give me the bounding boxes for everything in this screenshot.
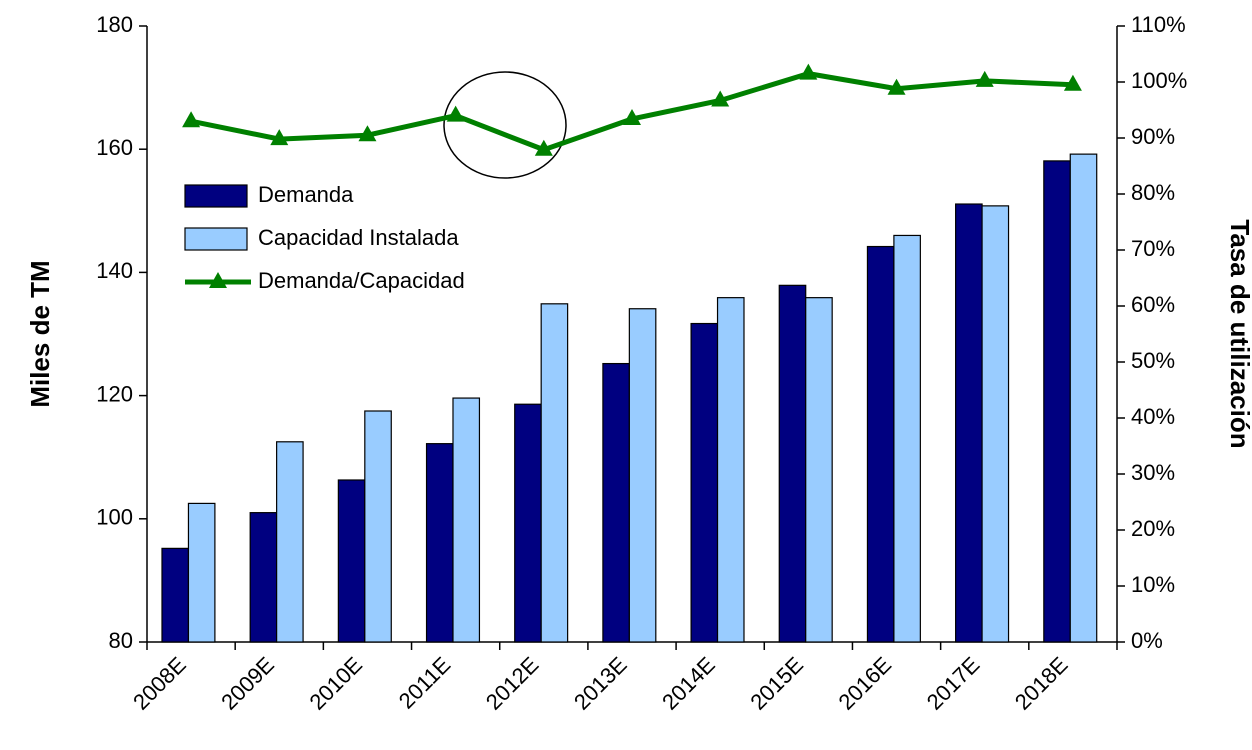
x-tick-label: 2012E: [481, 652, 544, 715]
line-marker: [270, 129, 289, 146]
bar: [981, 205, 1010, 643]
x-tick-label: 2013E: [569, 652, 632, 715]
bar: [866, 245, 895, 643]
bar: [337, 479, 366, 643]
line-marker: [887, 78, 906, 95]
annotation-circle: [443, 71, 567, 179]
x-tick-label: 2014E: [657, 652, 720, 715]
legend-label: Demanda/Capacidad: [258, 268, 465, 293]
x-tick-label: 2009E: [216, 652, 279, 715]
y2-axis-title: Tasa de utilización: [1225, 219, 1252, 448]
bar: [955, 203, 983, 643]
x-tick-label: 2008E: [128, 652, 191, 715]
y2-tick-label: 110%: [1131, 12, 1186, 37]
y2-tick-label: 10%: [1131, 572, 1175, 597]
legend-label: Demanda: [258, 182, 354, 207]
bar: [778, 284, 807, 643]
bar: [893, 234, 921, 643]
y-tick-label: 140: [96, 258, 133, 283]
y2-tick-label: 60%: [1131, 292, 1175, 317]
y-axis-title: Miles de TM: [25, 260, 55, 407]
y2-tick-label: 0%: [1131, 628, 1163, 653]
line-marker: [1063, 74, 1082, 91]
y2-tick-label: 30%: [1131, 460, 1175, 485]
y2-tick-label: 50%: [1131, 348, 1175, 373]
line-marker: [799, 63, 818, 80]
bar: [690, 322, 719, 643]
line-marker: [182, 111, 201, 128]
legend-marker: [209, 272, 227, 288]
y2-tick-label: 80%: [1131, 180, 1175, 205]
bar: [187, 502, 216, 643]
legend-label: Capacidad Instalada: [258, 225, 459, 250]
y2-tick-label: 100%: [1131, 68, 1187, 93]
bar: [514, 403, 542, 643]
bar: [364, 410, 392, 643]
line-marker: [446, 105, 465, 122]
y-tick-label: 120: [96, 381, 133, 406]
x-tick-label: 2016E: [834, 652, 897, 715]
bar: [716, 297, 745, 643]
bar: [540, 303, 569, 643]
x-tick-label: 2015E: [745, 652, 808, 715]
y-tick-label: 80: [109, 628, 133, 653]
y2-tick-label: 90%: [1131, 124, 1175, 149]
legend-swatch: [184, 184, 248, 208]
bar: [425, 443, 454, 643]
y-tick-label: 180: [96, 12, 133, 37]
legend-swatch: [184, 227, 248, 251]
line-marker: [534, 139, 553, 156]
bar: [1043, 160, 1071, 643]
x-tick-label: 2017E: [922, 652, 985, 715]
bar: [628, 308, 657, 643]
bar: [805, 297, 833, 643]
line-marker: [358, 125, 377, 142]
bar: [249, 512, 278, 643]
bar: [276, 441, 304, 643]
y2-tick-label: 20%: [1131, 516, 1175, 541]
line-marker: [975, 70, 994, 87]
bar: [161, 547, 190, 643]
bar: [602, 362, 630, 643]
y2-tick-label: 40%: [1131, 404, 1175, 429]
x-tick-label: 2018E: [1010, 652, 1073, 715]
x-tick-label: 2010E: [304, 652, 367, 715]
y-tick-label: 100: [96, 505, 133, 530]
y2-tick-label: 70%: [1131, 236, 1175, 261]
bar: [452, 397, 481, 643]
line-marker: [711, 90, 730, 107]
bar: [1069, 153, 1098, 643]
x-tick-label: 2011E: [394, 652, 456, 714]
y-tick-label: 160: [96, 135, 133, 160]
line-marker: [623, 108, 641, 125]
